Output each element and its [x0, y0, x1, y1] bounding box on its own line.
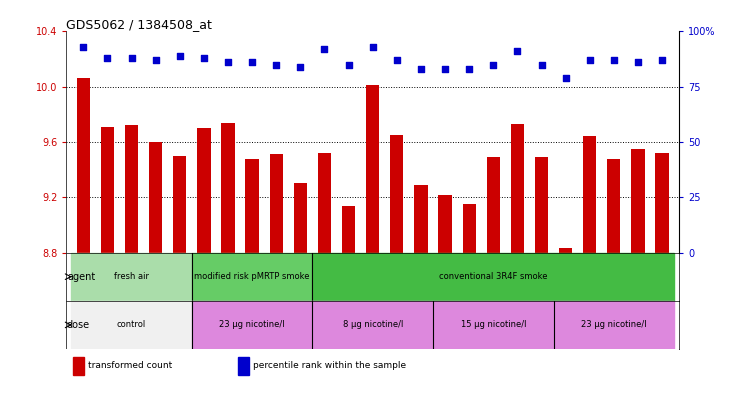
Bar	[72, 301, 192, 349]
Point	[367, 44, 379, 50]
Text: percentile rank within the sample: percentile rank within the sample	[253, 361, 407, 370]
Point	[174, 53, 186, 59]
Point	[77, 44, 89, 50]
Point	[198, 55, 210, 61]
Bar	[554, 301, 674, 349]
Text: GDS5062 / 1384508_at: GDS5062 / 1384508_at	[66, 18, 213, 31]
Bar	[414, 185, 427, 253]
Point	[511, 48, 523, 55]
Bar	[511, 124, 524, 253]
Bar	[192, 301, 312, 349]
Point	[319, 46, 331, 52]
Text: control: control	[117, 320, 146, 329]
Point	[150, 57, 162, 63]
Point	[584, 57, 596, 63]
Bar	[312, 253, 674, 301]
Bar	[655, 153, 669, 253]
Point	[246, 59, 258, 66]
Point	[559, 75, 571, 81]
Bar	[77, 79, 90, 253]
Point	[222, 59, 234, 66]
Point	[270, 61, 282, 68]
Point	[463, 66, 475, 72]
Bar	[318, 153, 331, 253]
Bar	[101, 127, 114, 253]
Point	[125, 55, 137, 61]
Text: agent: agent	[67, 272, 95, 282]
Bar	[246, 159, 259, 253]
Bar	[72, 357, 83, 375]
Point	[656, 57, 668, 63]
Point	[415, 66, 427, 72]
Point	[487, 61, 499, 68]
Bar	[312, 301, 433, 349]
Bar	[390, 135, 404, 253]
Text: 15 μg nicotine/l: 15 μg nicotine/l	[461, 320, 526, 329]
Text: conventional 3R4F smoke: conventional 3R4F smoke	[439, 272, 548, 281]
Text: 23 μg nicotine/l: 23 μg nicotine/l	[219, 320, 285, 329]
Bar	[583, 136, 596, 253]
Bar	[486, 157, 500, 253]
Point	[102, 55, 114, 61]
Bar	[631, 149, 644, 253]
Bar	[438, 195, 452, 253]
Text: 23 μg nicotine/l: 23 μg nicotine/l	[581, 320, 646, 329]
Text: transformed count: transformed count	[88, 361, 172, 370]
Point	[439, 66, 451, 72]
Point	[294, 64, 306, 70]
Text: fresh air: fresh air	[114, 272, 149, 281]
Bar	[72, 253, 192, 301]
Bar	[221, 123, 235, 253]
Bar	[294, 184, 307, 253]
Bar	[192, 253, 312, 301]
Bar	[607, 159, 621, 253]
Bar	[535, 157, 548, 253]
Bar	[173, 156, 187, 253]
Text: 8 μg nicotine/l: 8 μg nicotine/l	[342, 320, 403, 329]
Point	[632, 59, 644, 66]
Bar	[125, 125, 138, 253]
Bar	[269, 154, 283, 253]
Point	[391, 57, 403, 63]
Text: dose: dose	[67, 320, 90, 330]
Point	[608, 57, 620, 63]
Point	[342, 61, 354, 68]
Bar	[463, 204, 476, 253]
Bar	[559, 248, 572, 253]
Bar	[149, 142, 162, 253]
Bar	[366, 85, 379, 253]
Text: modified risk pMRTP smoke: modified risk pMRTP smoke	[194, 272, 310, 281]
Bar	[238, 357, 249, 375]
Bar	[342, 206, 355, 253]
Bar	[433, 301, 554, 349]
Point	[536, 61, 548, 68]
Bar	[197, 128, 210, 253]
